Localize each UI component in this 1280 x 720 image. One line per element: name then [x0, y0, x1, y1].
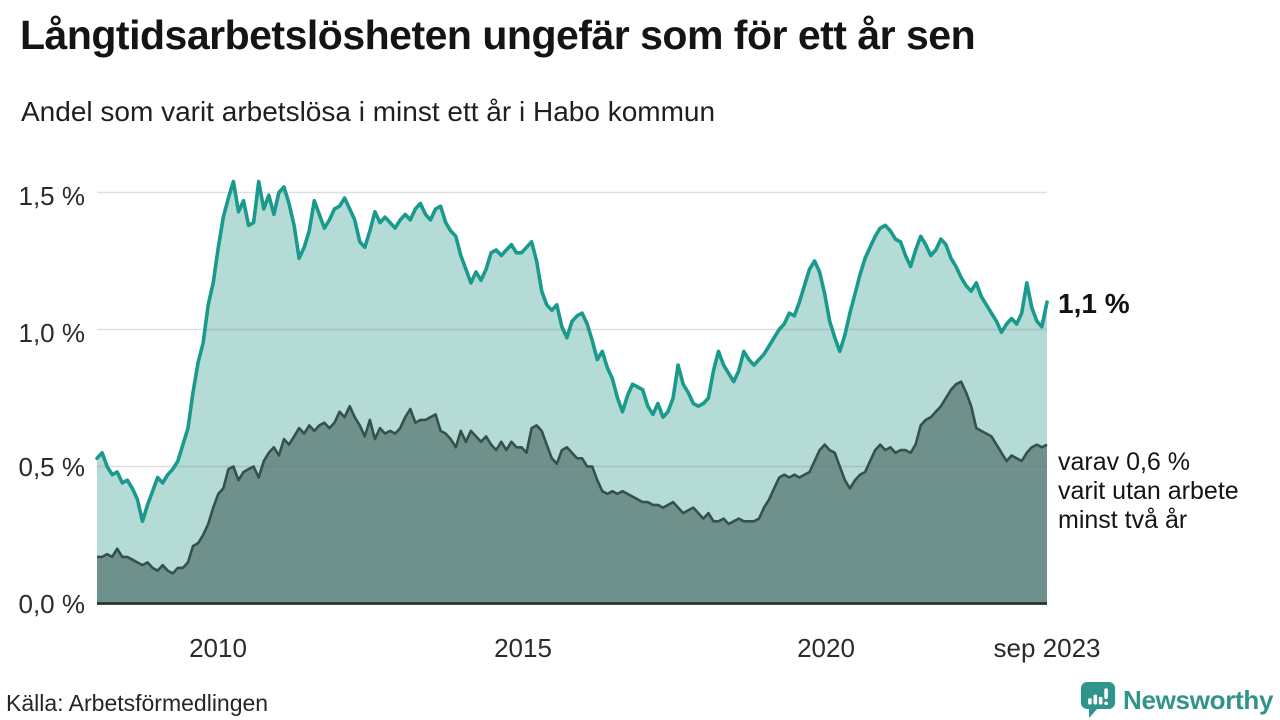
secondary-series-label: varav 0,6 % varit utan arbete minst två … [1058, 448, 1239, 535]
secondary-series-label-line1: varav 0,6 % [1058, 448, 1191, 476]
y-axis-tick-05: 0,5 % [18, 452, 86, 482]
y-axis-tick-0: 0,0 % [18, 589, 86, 619]
x-axis-tick-sep-2023: sep 2023 [993, 633, 1101, 663]
source-caption: Källa: Arbetsförmedlingen [6, 690, 269, 716]
newsworthy-logo-icon [1080, 682, 1116, 718]
latest-value-label: 1,1 % [1058, 288, 1130, 319]
x-axis-tick-2010: 2010 [189, 633, 247, 663]
y-axis-tick-15: 1,5 % [18, 181, 86, 211]
x-axis-tick-2020: 2020 [797, 633, 855, 663]
secondary-series-label-line2: varit utan arbete [1058, 477, 1239, 505]
y-axis-tick-10: 1,0 % [18, 318, 86, 348]
brand-name: Newsworthy [1123, 684, 1274, 715]
secondary-series-label-line3: minst två år [1058, 506, 1188, 534]
chart-subtitle: Andel som varit arbetslösa i minst ett å… [21, 96, 716, 127]
x-axis-tick-2015: 2015 [494, 633, 552, 663]
brand-logo: Newsworthy [1080, 681, 1273, 719]
chart-title: Långtidsarbetslösheten ungefär som för e… [20, 12, 976, 58]
